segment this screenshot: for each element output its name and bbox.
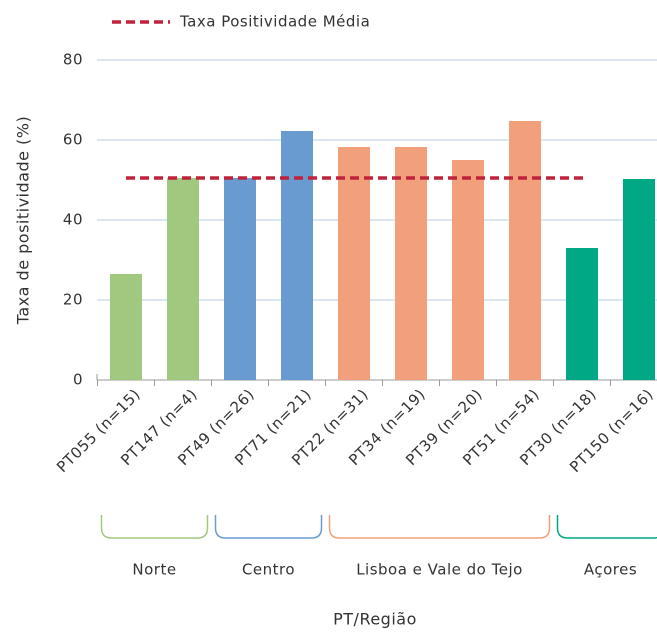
bar	[452, 160, 484, 380]
bar	[509, 121, 541, 380]
x-axis-title: PT/Região	[333, 610, 417, 629]
legend-label: Taxa Positividade Média	[179, 13, 370, 31]
bar	[338, 147, 370, 380]
bar	[110, 274, 142, 380]
group-label: Açores	[584, 561, 637, 579]
bar	[395, 147, 427, 380]
group-label: Lisboa e Vale do Tejo	[356, 561, 523, 579]
group-bracket	[100, 515, 209, 539]
y-tick-label: 20	[63, 291, 83, 309]
bar	[281, 131, 313, 380]
group-bracket	[328, 515, 551, 539]
group-bracket	[556, 515, 657, 539]
bar	[167, 178, 199, 380]
y-tick-label: 60	[63, 131, 83, 149]
y-axis-title: Taxa de positividade (%)	[14, 116, 33, 325]
group-label: Centro	[242, 561, 295, 579]
y-tick-label: 0	[73, 371, 83, 389]
y-tick-label: 80	[63, 51, 83, 69]
group-label: Norte	[132, 561, 176, 579]
bar	[224, 178, 256, 380]
bar	[566, 248, 598, 380]
bar	[623, 179, 655, 380]
group-bracket	[214, 515, 323, 539]
y-tick-label: 40	[63, 211, 83, 229]
